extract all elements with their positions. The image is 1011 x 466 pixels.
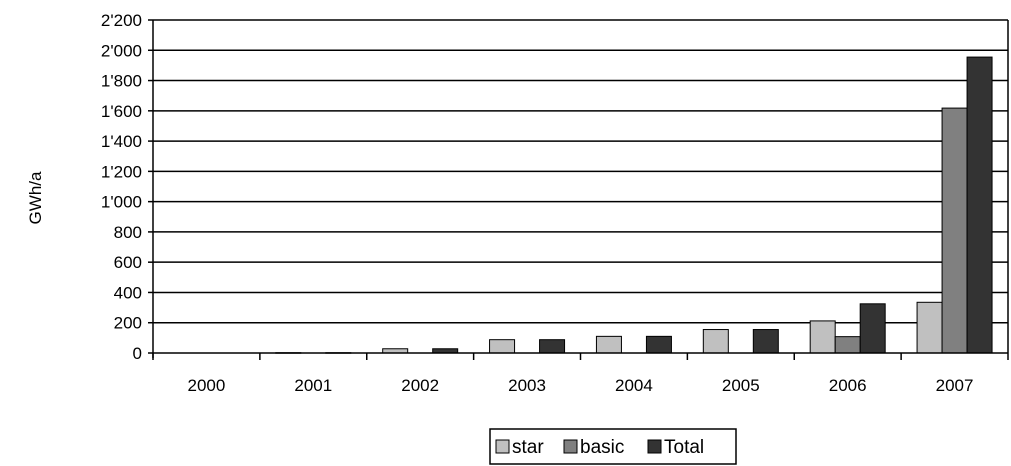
x-tick-label: 2001	[294, 376, 332, 395]
bar-star-2006	[809, 320, 836, 354]
y-tick-label: 1'600	[101, 102, 142, 121]
legend-label-star: star	[512, 437, 544, 458]
legend-box	[489, 428, 737, 465]
legend-swatch-basic	[563, 439, 578, 454]
x-tick-labels: 2000 2001 2002 2003 2004 2005 2006 2007	[152, 353, 1009, 395]
bar-total-2005	[752, 329, 779, 354]
bars	[275, 56, 993, 354]
y-tick-label: 600	[114, 253, 142, 272]
bar-total-2003	[539, 339, 566, 354]
y-tick-label: 800	[114, 223, 142, 242]
x-tick-label: 2004	[615, 376, 653, 395]
legend: star basic Total	[489, 428, 737, 465]
x-tick-label: 2002	[401, 376, 439, 395]
legend-swatch-total	[647, 439, 662, 454]
legend-label-total: Total	[664, 437, 704, 458]
gridlines	[148, 19, 1008, 354]
y-axis-title: GWh/a	[26, 171, 45, 224]
bar-basic-2007	[941, 107, 968, 354]
x-tick-label: 2003	[508, 376, 546, 395]
y-tick-label: 2'000	[101, 41, 142, 60]
y-tick-label: 200	[114, 314, 142, 333]
bar-star-2005	[702, 329, 729, 354]
x-tick-label: 2000	[188, 376, 226, 395]
bar-total-2007	[966, 56, 993, 354]
y-tick-label: 2'200	[101, 11, 142, 30]
x-tick-label: 2005	[722, 376, 760, 395]
legend-label-basic: basic	[580, 437, 624, 458]
y-tick-label: 1'200	[101, 162, 142, 181]
y-tick-label: 0	[133, 344, 142, 363]
bar-star-2004	[595, 335, 622, 354]
bar-total-2006	[859, 303, 886, 354]
legend-swatch-star	[495, 439, 510, 454]
bar-star-2007	[916, 301, 943, 354]
bar-star-2003	[489, 339, 516, 354]
y-tick-label: 400	[114, 283, 142, 302]
bar-basic-2006	[834, 336, 861, 354]
y-tick-labels: 0 200 400 600 800 1'000 1'200 1'400 1'600 1'800 2'…	[101, 11, 142, 363]
x-tick-label: 2007	[936, 376, 974, 395]
bar-total-2004	[645, 335, 672, 354]
y-tick-label: 1'800	[101, 72, 142, 91]
y-tick-label: 1'000	[101, 193, 142, 212]
legend-items: star basic Total	[495, 437, 704, 458]
y-tick-label: 1'400	[101, 132, 142, 151]
x-tick-label: 2006	[829, 376, 867, 395]
